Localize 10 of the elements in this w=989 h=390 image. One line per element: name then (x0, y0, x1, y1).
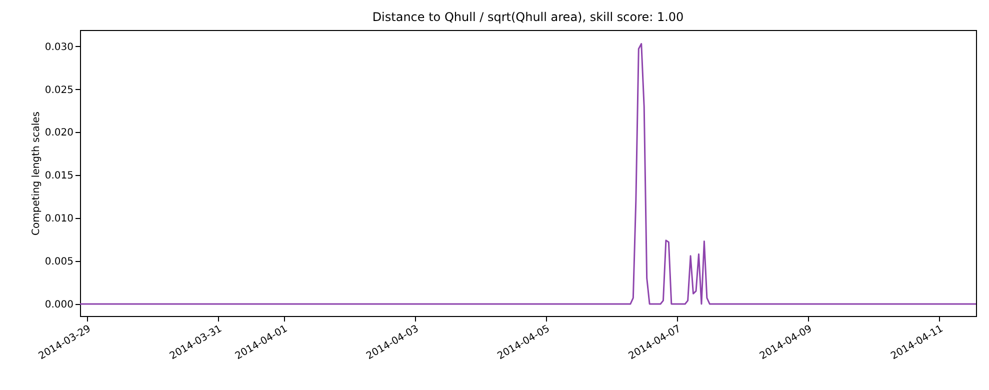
line-series (80, 42, 976, 305)
y-tick-label: 0.025 (44, 84, 74, 96)
y-tick-label: 0.005 (44, 256, 74, 268)
y-tick-label: 0.000 (44, 299, 74, 310)
y-axis-title: Competing length scales (30, 112, 42, 236)
chart-title: Distance to Qhull / sqrt(Qhull area), skill score: 1.00 (372, 10, 684, 24)
y-tick-label: 0.020 (44, 128, 74, 139)
y-tick-label: 0.010 (44, 214, 74, 225)
y-tick-label: 0.030 (44, 42, 74, 53)
y-tick-label: 0.015 (44, 170, 74, 182)
